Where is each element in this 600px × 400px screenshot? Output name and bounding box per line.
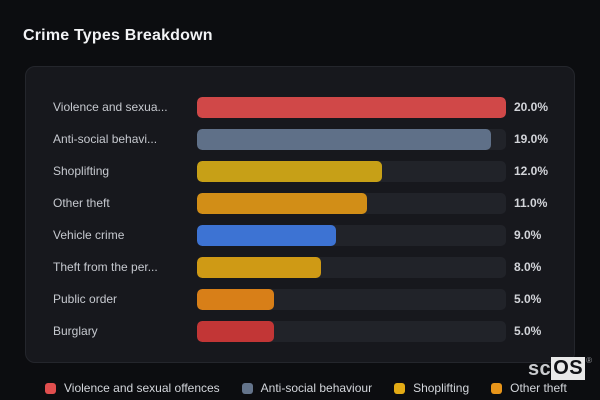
legend-swatch-icon [241, 382, 253, 394]
legend-label: Shoplifting [413, 381, 470, 395]
bar-row: Public order 5.0% [26, 283, 574, 315]
legend-label: Violence and sexual offences [64, 381, 220, 395]
bar-row: Shoplifting 12.0% [26, 155, 574, 187]
bar[interactable] [197, 160, 383, 182]
bar[interactable] [197, 320, 275, 342]
chart-legend: Violence and sexual offences Anti-social … [45, 381, 567, 395]
bar-row: Other theft 11.0% [26, 187, 574, 219]
category-label: Violence and sexua... [53, 100, 168, 114]
value-label: 20.0% [514, 100, 549, 114]
legend-swatch-icon [491, 382, 503, 394]
bar[interactable] [197, 96, 506, 118]
bar[interactable] [197, 192, 367, 214]
bar[interactable] [197, 288, 275, 310]
bar-row: Vehicle crime 9.0% [26, 219, 574, 251]
chart-card: Violence and sexua... 20.0% Anti-social be… [25, 66, 575, 363]
legend-swatch-icon [394, 382, 406, 394]
bar-row: Violence and sexua... 20.0% [26, 91, 574, 123]
watermark-prefix: sc [527, 358, 552, 380]
watermark-suffix: OS [551, 357, 586, 380]
bar-track [197, 160, 506, 182]
legend-item[interactable]: Anti-social behaviour [241, 381, 373, 395]
value-label: 5.0% [514, 324, 542, 338]
category-label: Other theft [53, 196, 110, 210]
bar[interactable] [197, 256, 321, 278]
bar-track [197, 288, 506, 310]
bar[interactable] [197, 128, 491, 150]
category-label: Vehicle crime [53, 228, 125, 242]
legend-item[interactable]: Violence and sexual offences [45, 381, 220, 395]
value-label: 12.0% [514, 164, 549, 178]
bar-track [197, 256, 506, 278]
value-label: 19.0% [514, 132, 549, 146]
bar-track [197, 128, 506, 150]
bar-row: Theft from the per... 8.0% [26, 251, 574, 283]
legend-item[interactable]: Other theft [491, 381, 567, 395]
value-label: 9.0% [514, 228, 542, 242]
bar-rows-container: Violence and sexua... 20.0% Anti-social be… [26, 91, 574, 347]
category-label: Theft from the per... [53, 260, 158, 274]
bar-row: Anti-social behavi... 19.0% [26, 123, 574, 155]
bar-row: Burglary 5.0% [26, 315, 574, 347]
bar-track [197, 96, 506, 118]
category-label: Anti-social behavi... [53, 132, 158, 146]
bar[interactable] [197, 224, 337, 246]
category-label: Burglary [53, 324, 98, 338]
scos-watermark-logo: sc OS ® [528, 357, 592, 380]
value-label: 5.0% [514, 292, 542, 306]
category-label: Shoplifting [53, 164, 110, 178]
legend-label: Anti-social behaviour [260, 381, 373, 395]
registered-trademark-icon: ® [586, 356, 592, 365]
value-label: 11.0% [514, 196, 548, 210]
bar-track [197, 320, 506, 342]
page-title: Crime Types Breakdown [23, 27, 213, 44]
legend-swatch-icon [45, 382, 56, 394]
bar-track [197, 192, 506, 214]
legend-item[interactable]: Shoplifting [394, 381, 469, 395]
value-label: 8.0% [514, 260, 542, 274]
legend-label: Other theft [510, 381, 567, 395]
category-label: Public order [53, 292, 118, 306]
bar-track [197, 224, 506, 246]
